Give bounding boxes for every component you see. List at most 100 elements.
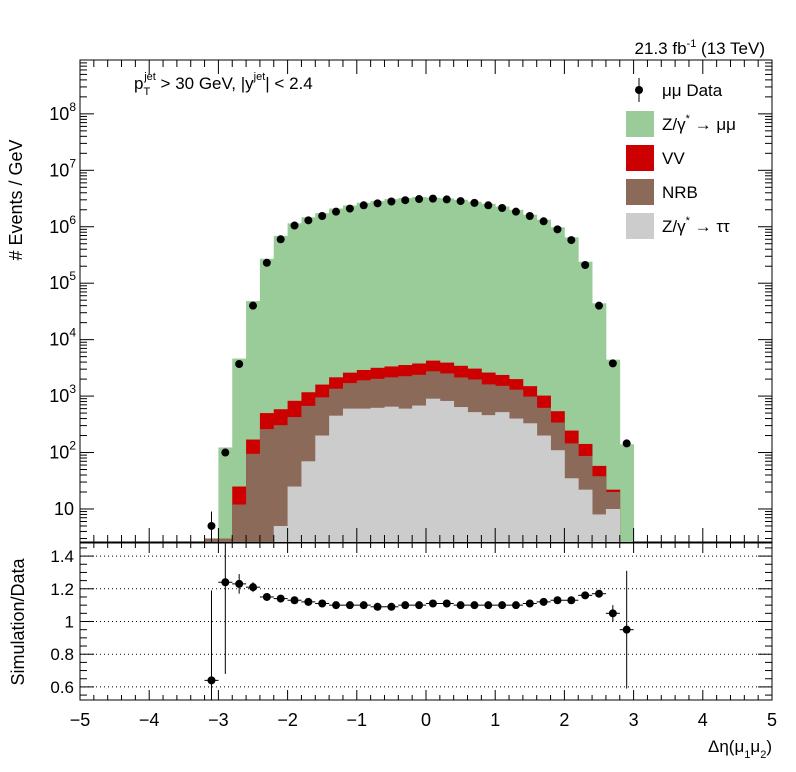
ratio-points [204,543,634,700]
ratio-point [387,602,396,611]
ratio-gridlines [80,555,772,688]
x-tick-label: 5 [767,710,777,730]
legend-swatch [626,111,654,137]
legend-label: NRB [662,183,698,202]
data-point [525,212,534,221]
stack-bar-nrb [218,538,233,542]
data-point [567,236,576,245]
data-point [511,207,520,216]
x-tick-label: −2 [277,710,298,730]
ratio-point [401,601,410,610]
data-point [581,261,590,270]
y-tick-label: 103 [49,382,76,406]
data-point [249,301,257,310]
x-tick-label: −4 [139,710,160,730]
y-tick-label: 107 [49,156,76,180]
legend-swatch [626,179,654,205]
y-tick-label: 108 [49,100,76,124]
data-point [622,439,631,448]
stack-bar-z- [287,486,302,542]
y-axis-label-top: # Events / GeV [6,139,26,260]
x-tick-label: 4 [698,710,708,730]
ratio-y-tick-label: 1 [65,613,74,632]
ratio-point [221,578,230,587]
x-axis-label: Δη(μ1μ2) [708,737,772,761]
stack-bar-z- [273,525,288,542]
data-point [608,359,617,368]
ratio-y-tick-label: 0.6 [50,678,74,697]
x-tick-label: −5 [70,710,91,730]
ratio-point [525,599,534,608]
data-point [332,207,341,216]
y-tick-label: 105 [49,269,76,293]
x-tick-label: 0 [421,710,431,730]
stack-bar-z- [439,400,455,542]
data-point [387,197,396,206]
legend-label: μμ Data [662,81,723,100]
stack-bar-z- [384,406,399,542]
ratio-point [207,676,216,685]
data-point [262,258,271,267]
ratio-point [622,625,631,634]
ratio-point [290,596,299,605]
data-point [401,196,410,205]
ratio-point [581,591,590,600]
stack-bar-z- [578,489,593,542]
stack-bar-z- [453,407,468,542]
stack-bar-nrb [232,504,247,542]
data-point [415,195,424,204]
data-point [345,204,354,213]
stack-bar-z- [370,407,385,542]
data-point [484,201,493,210]
ratio-point [359,601,368,610]
stack-bar-z- [481,415,496,542]
ratio-point [608,609,617,618]
y-axis-top: 108 107 106 105 104 103 102 10 [49,59,772,539]
legend-swatch [626,145,654,171]
ratio-point [456,601,465,610]
stack-bar-z- [398,408,413,542]
ratio-point [498,601,507,610]
ratio-point [332,601,341,610]
stack-bar-nrb [259,429,275,542]
data-point [207,521,216,530]
data-point [318,212,327,221]
x-axis: −5 −4 −3 −2 −1 0 1 2 3 4 5 [70,543,777,730]
data-point [470,198,479,207]
data-point [595,301,603,310]
ratio-point [276,594,285,603]
data-point [539,217,548,226]
stack-bar-z- [426,398,441,542]
data-point [304,216,313,225]
stack-bar-z- [564,478,579,542]
lumi-label: 21.3 fb-1 (13 TeV) [635,38,765,58]
ratio-point [345,601,354,610]
ratio-y-tick-label: 1.4 [50,547,74,566]
data-point [359,201,368,210]
data-point [442,195,451,204]
stack-bar-z- [509,418,524,542]
ratio-point [262,592,271,601]
ratio-point [539,597,548,606]
ratio-point [304,597,313,606]
stacked-histograms [204,196,634,543]
data-markers [207,194,631,542]
y-tick-label: 10 [54,499,74,519]
x-tick-label: −3 [208,710,229,730]
data-point [290,221,299,230]
stack-bar-z- [495,412,510,542]
stack-bar-z- [342,408,358,542]
y-axis-bottom: 1.4 1.2 1 0.8 0.6 [50,547,772,697]
data-point [498,203,507,212]
ratio-point [428,599,437,608]
x-tick-label: 1 [490,710,500,730]
ratio-point [249,583,257,592]
stack-bar-nrb [273,425,288,542]
stack-bar-z- [592,514,607,542]
x-tick-label: −1 [347,710,368,730]
data-point [373,199,382,208]
stack-bar-z- [315,435,330,542]
data-point [456,197,465,206]
ratio-point [567,596,576,605]
